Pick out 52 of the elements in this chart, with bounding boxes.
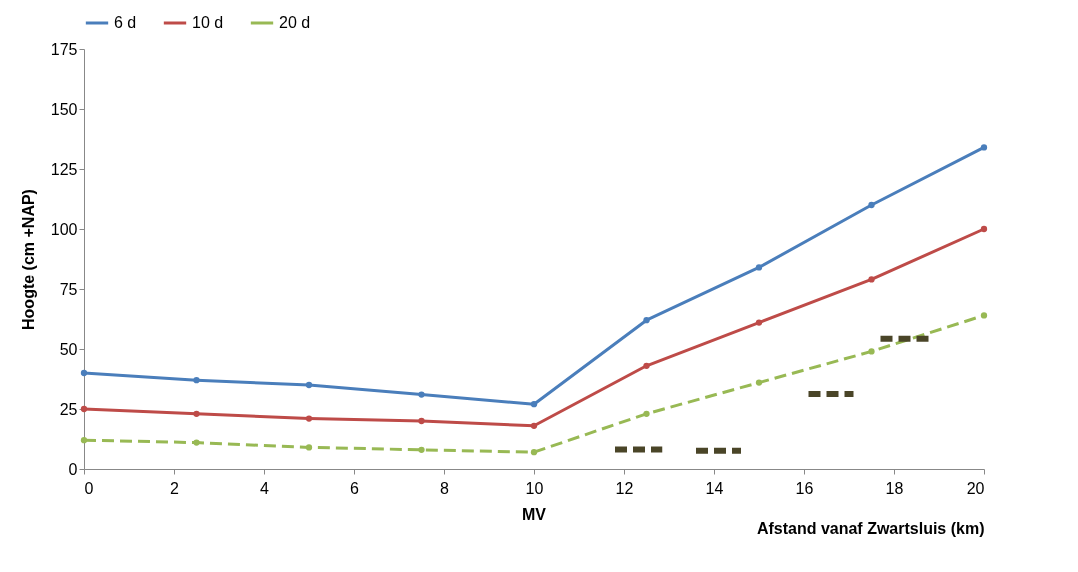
- point: [868, 348, 875, 355]
- point: [643, 317, 650, 324]
- point: [305, 381, 313, 389]
- x-tick-label: 16: [795, 479, 814, 497]
- point: [418, 391, 425, 398]
- legend-label: 10 d: [192, 14, 224, 31]
- point: [980, 144, 988, 151]
- x-tick-label: 10: [525, 479, 544, 497]
- x-tick-label: 14: [705, 479, 724, 497]
- y-tick-label: 50: [59, 340, 78, 358]
- x-tick-label: 0: [84, 479, 94, 497]
- x-tick-label: 6: [350, 479, 360, 497]
- point: [980, 225, 988, 233]
- x-tick-label: 18: [885, 479, 904, 497]
- y-tick-label: 75: [59, 280, 78, 298]
- point: [980, 312, 988, 319]
- point: [868, 201, 875, 209]
- point: [868, 276, 875, 283]
- y-tick-label: 25: [59, 400, 78, 418]
- point: [193, 377, 200, 384]
- x-tick-label: 4: [260, 479, 270, 497]
- point: [530, 401, 538, 408]
- point: [80, 437, 88, 444]
- point: [530, 422, 538, 429]
- point: [643, 362, 650, 369]
- point: [755, 264, 763, 271]
- y-tick-label: 175: [50, 40, 78, 58]
- y-tick-label: 150: [50, 100, 78, 118]
- y-tick-label: 100: [50, 220, 78, 238]
- text: MV: [522, 506, 547, 523]
- point: [530, 449, 538, 456]
- x-tick-label: 8: [440, 479, 450, 497]
- y-tick-label: 0: [68, 460, 78, 478]
- point: [305, 444, 313, 451]
- point: [755, 379, 763, 386]
- x-tick-label: 2: [170, 479, 180, 497]
- x-tick-label: 20: [966, 479, 985, 497]
- point: [305, 415, 313, 422]
- x-axis-title: Afstand vanaf Zwartsluis (km): [756, 519, 985, 537]
- point: [193, 439, 200, 446]
- x-tick-label: 12: [615, 479, 634, 497]
- point: [80, 405, 88, 413]
- point: [193, 410, 200, 417]
- y-tick-label: 125: [50, 160, 78, 178]
- point: [755, 319, 763, 326]
- point: [80, 369, 88, 377]
- legend-label: 6 d: [114, 14, 137, 31]
- y-axis-title: Hoogte (cm +NAP): [19, 189, 37, 330]
- legend-label: 20 d: [279, 14, 311, 31]
- point: [643, 410, 650, 417]
- point: [418, 446, 425, 453]
- point: [418, 417, 425, 425]
